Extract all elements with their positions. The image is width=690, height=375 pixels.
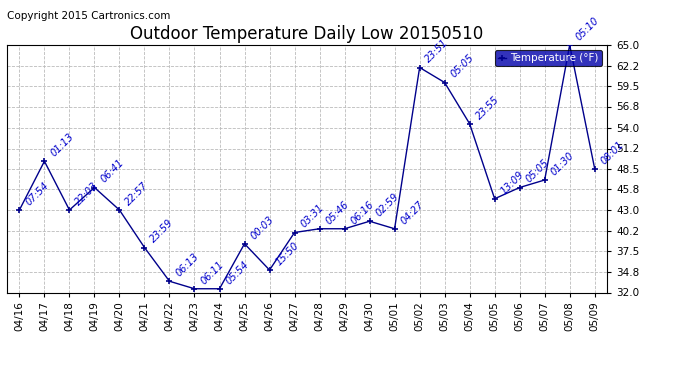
Text: 06:16: 06:16 (348, 199, 376, 226)
Text: 04:27: 04:27 (399, 199, 426, 226)
Text: 02:59: 02:59 (374, 191, 401, 219)
Text: 06:13: 06:13 (174, 251, 201, 279)
Text: 05:05: 05:05 (448, 53, 476, 80)
Text: 13:09: 13:09 (499, 169, 526, 196)
Text: 15:50: 15:50 (274, 240, 301, 267)
Text: 00:03: 00:03 (248, 214, 276, 241)
Text: 05:10: 05:10 (574, 15, 601, 42)
Text: 23:51: 23:51 (424, 38, 451, 65)
Text: 05:54: 05:54 (224, 259, 250, 286)
Title: Outdoor Temperature Daily Low 20150510: Outdoor Temperature Daily Low 20150510 (130, 26, 484, 44)
Text: 07:54: 07:54 (23, 180, 50, 207)
Text: 23:59: 23:59 (148, 217, 176, 245)
Legend: Temperature (°F): Temperature (°F) (495, 50, 602, 66)
Text: 22:03: 22:03 (74, 180, 101, 207)
Text: 23:55: 23:55 (474, 94, 501, 121)
Text: 05:46: 05:46 (324, 199, 351, 226)
Text: Copyright 2015 Cartronics.com: Copyright 2015 Cartronics.com (7, 11, 170, 21)
Text: 01:13: 01:13 (48, 131, 76, 159)
Text: 05:05: 05:05 (524, 158, 551, 185)
Text: 06:11: 06:11 (199, 259, 226, 286)
Text: 03:31: 03:31 (299, 202, 326, 230)
Text: 06:41: 06:41 (99, 158, 126, 185)
Text: 22:57: 22:57 (124, 180, 150, 207)
Text: 08:01: 08:01 (599, 139, 626, 166)
Text: 01:30: 01:30 (549, 150, 576, 177)
